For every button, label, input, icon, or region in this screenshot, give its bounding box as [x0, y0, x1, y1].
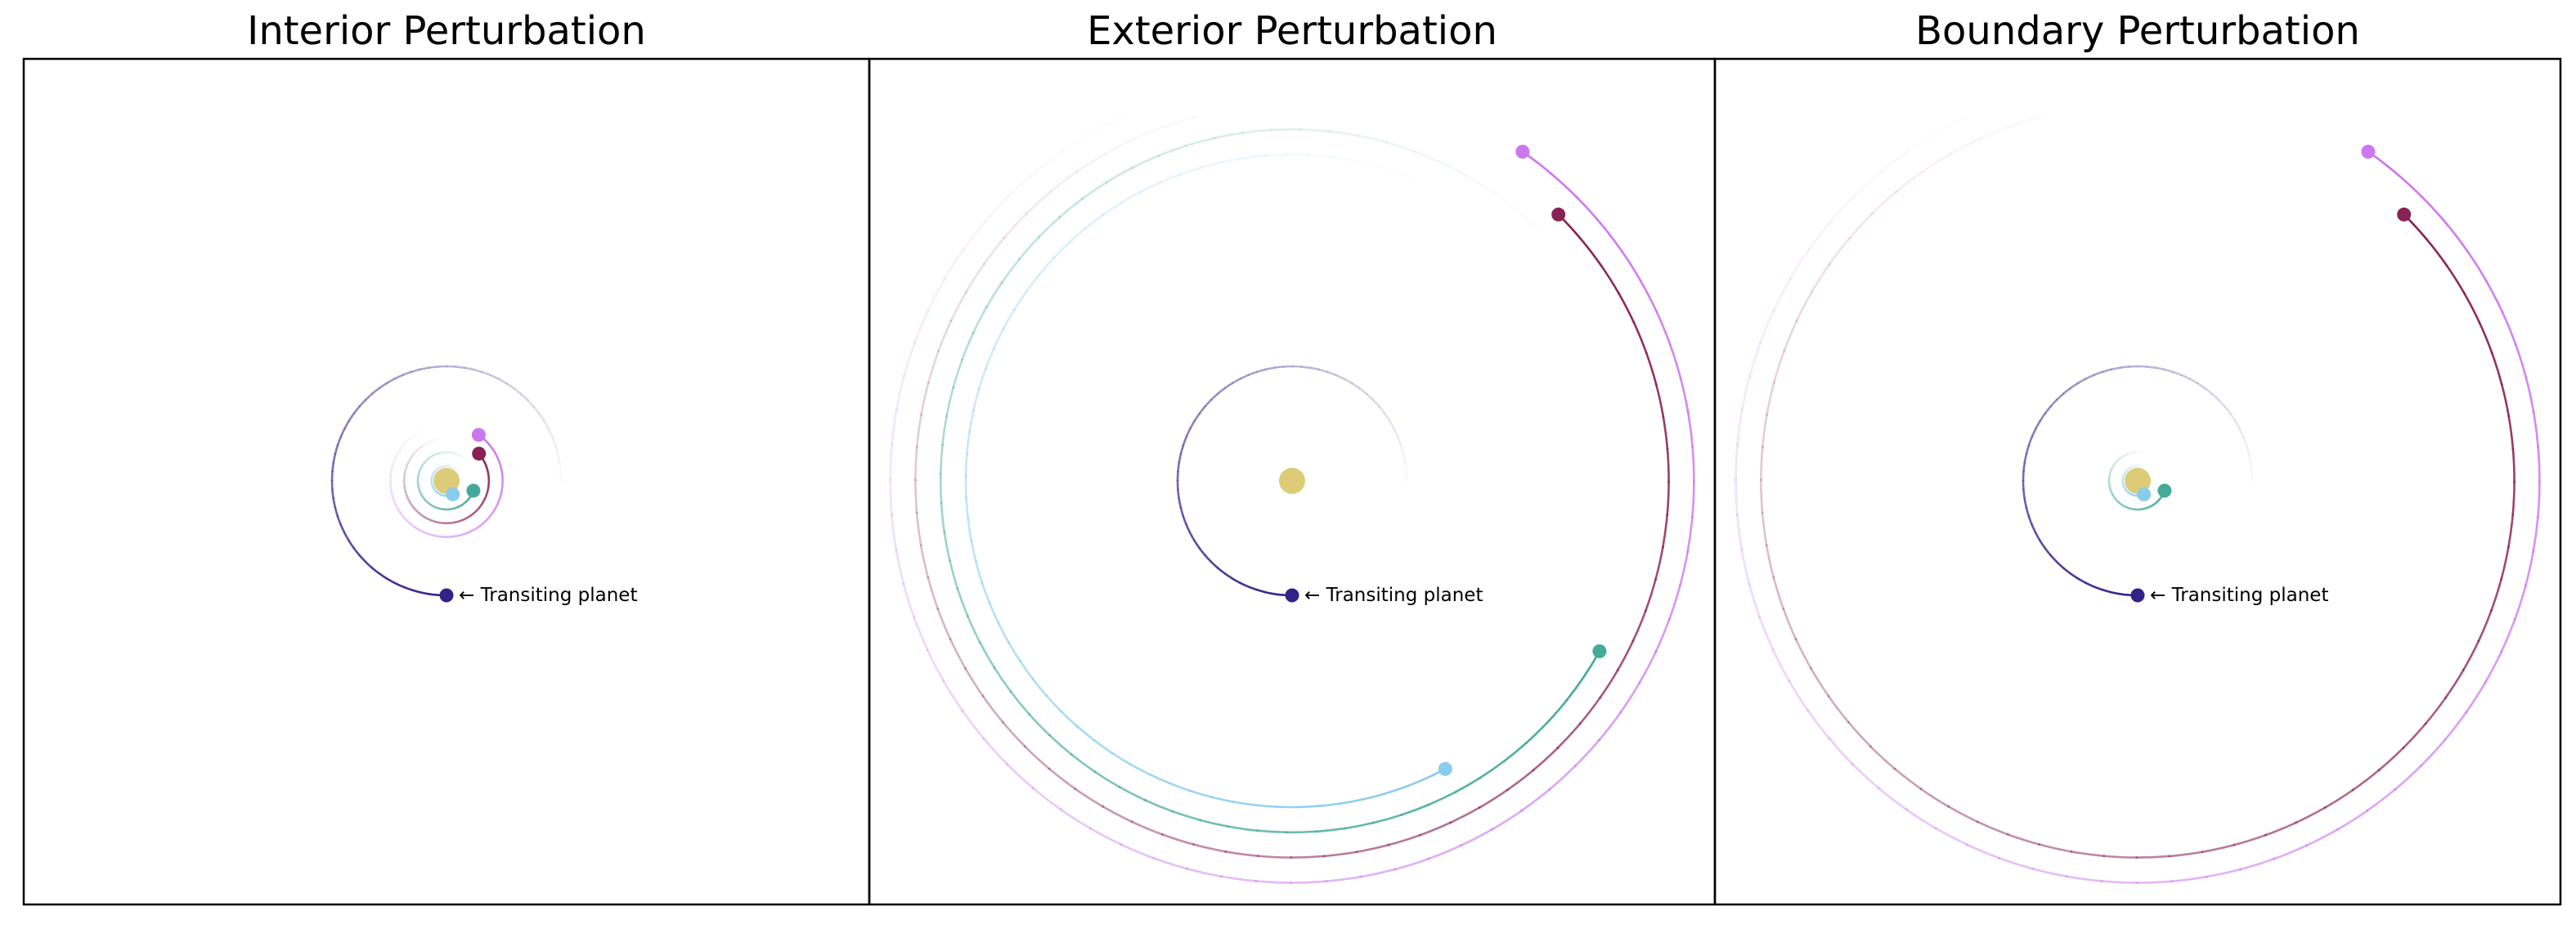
transiting-planet-marker	[1285, 588, 1299, 603]
planet-1-marker	[446, 487, 460, 501]
planet-4-trail	[389, 433, 504, 538]
orbits-exterior	[889, 128, 1695, 884]
planet-4-marker	[2361, 144, 2376, 159]
planet-1-trail	[964, 153, 1446, 809]
panel-frame-boundary	[1713, 57, 2562, 906]
planet-3-trail	[1760, 137, 2515, 859]
planet-3-marker	[2397, 207, 2412, 222]
planet-1-marker	[1438, 761, 1452, 776]
planet-2-trail	[939, 128, 1601, 834]
planet-1-marker	[2137, 487, 2152, 501]
transiting-planet-label-boundary: ← Transiting planet	[2150, 585, 2328, 606]
planet-4-marker	[1515, 144, 1530, 159]
transiting-planet-marker	[2130, 588, 2145, 603]
panel-title-exterior: Exterior Perturbation	[1087, 8, 1497, 54]
panel-title-interior: Interior Perturbation	[247, 8, 646, 54]
transiting-planet-label-exterior: ← Transiting planet	[1304, 585, 1483, 606]
planet-4-trail	[889, 149, 1695, 884]
planet-1-trail	[430, 464, 461, 497]
transiting-planet-trail	[2022, 365, 2252, 597]
transiting-planet-label-interior: ← Transiting planet	[459, 585, 637, 606]
planet-4-marker	[471, 428, 486, 442]
planet-4-trail	[1735, 149, 2541, 884]
orbits-boundary	[1735, 137, 2541, 884]
planet-2-marker	[1592, 644, 1607, 658]
planet-3-marker	[1551, 207, 1566, 222]
panel-title-boundary: Boundary Perturbation	[1915, 8, 2360, 54]
planet-3-marker	[472, 447, 487, 461]
planet-2-marker	[2157, 483, 2172, 498]
transiting-planet-trail	[1176, 365, 1407, 597]
panel-interior: Interior Perturbation ← Transiting plane…	[22, 8, 871, 906]
planet-2-marker	[466, 483, 481, 498]
transiting-planet-trail	[330, 365, 561, 597]
orbits-interior	[330, 365, 561, 603]
star-marker	[1279, 468, 1305, 494]
transiting-planet-marker	[439, 588, 454, 603]
panel-exterior: Exterior Perturbation ← Transiting plane…	[868, 8, 1717, 906]
panel-boundary: Boundary Perturbation ← Transiting plane…	[1713, 8, 2562, 906]
